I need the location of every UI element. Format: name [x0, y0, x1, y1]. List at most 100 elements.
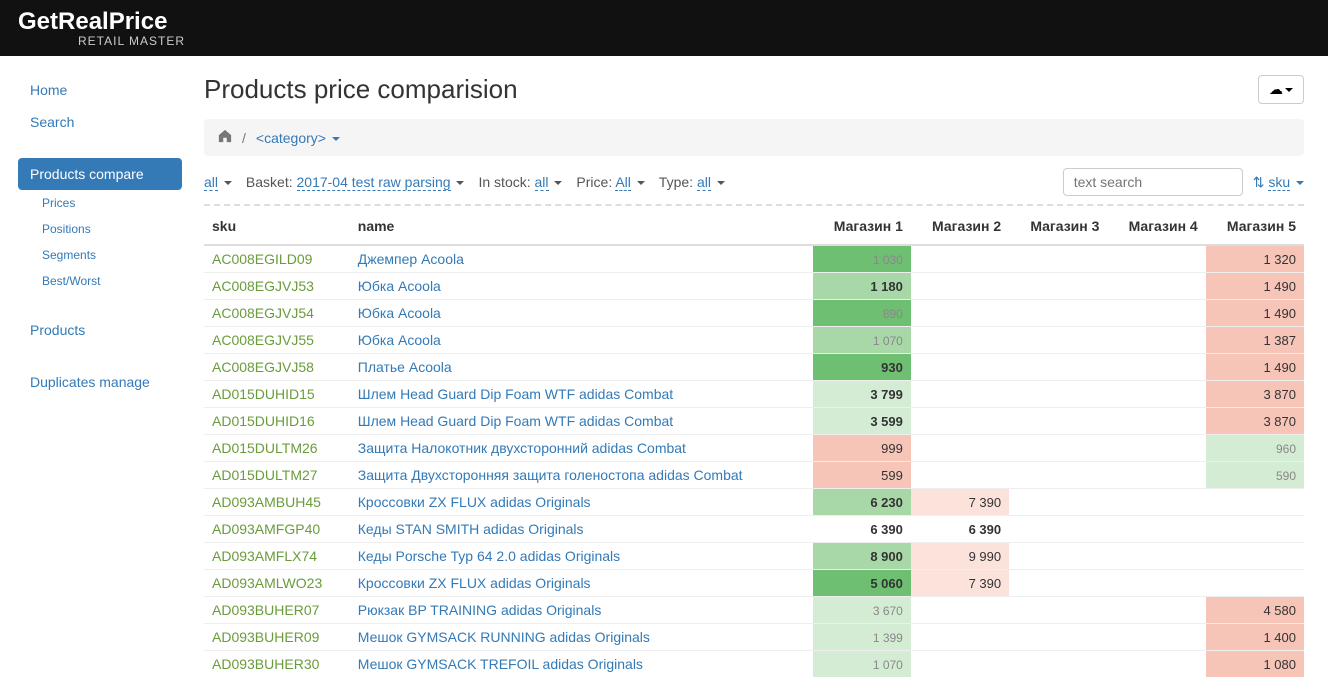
col-shop2[interactable]: Магазин 2: [911, 208, 1009, 245]
cell-price: 1 490: [1206, 354, 1304, 381]
table-row: AD093AMFLX74 Кеды Porsche Typ 64 2.0 adid…: [204, 543, 1304, 570]
cell-price: [911, 273, 1009, 300]
sidebar-item-duplicates[interactable]: Duplicates manage: [18, 366, 182, 398]
cell-price: 3 599: [813, 408, 911, 435]
col-shop5[interactable]: Магазин 5: [1206, 208, 1304, 245]
export-button[interactable]: ☁: [1258, 75, 1304, 104]
product-link[interactable]: Шлем Head Guard Dip Foam WTF adidas Comb…: [358, 386, 673, 402]
product-link[interactable]: Кеды STAN SMITH adidas Originals: [358, 521, 584, 537]
breadcrumb-category[interactable]: <category>: [256, 130, 340, 146]
cell-price: [1009, 462, 1107, 489]
product-link[interactable]: Защита Двухсторонняя защита голеностопа …: [358, 467, 743, 483]
filter-basket[interactable]: Basket: 2017-04 test raw parsing: [246, 174, 465, 190]
cell-name: Кеды Porsche Typ 64 2.0 adidas Originals: [350, 543, 813, 570]
cell-price: [1107, 624, 1205, 651]
filter-price[interactable]: Price: All: [576, 174, 644, 190]
cell-sku: AD093AMFLX74: [204, 543, 350, 570]
cell-price: 6 230: [813, 489, 911, 516]
col-shop4[interactable]: Магазин 4: [1107, 208, 1205, 245]
cell-price: 3 670: [813, 597, 911, 624]
product-link[interactable]: Платье Acoola: [358, 359, 452, 375]
cell-price: 3 870: [1206, 408, 1304, 435]
home-icon[interactable]: [218, 129, 232, 146]
sidebar-item-products[interactable]: Products: [18, 314, 182, 346]
cell-price: 1 400: [1206, 624, 1304, 651]
cell-price: [911, 651, 1009, 678]
cell-price: 1 387: [1206, 327, 1304, 354]
table-row: AC008EGJVJ55Юбка Acoola1 0701 387: [204, 327, 1304, 354]
sort-control[interactable]: ⇅ sku: [1253, 174, 1304, 191]
search-input[interactable]: [1063, 168, 1243, 196]
filter-instock[interactable]: In stock: all: [478, 174, 562, 190]
col-sku[interactable]: sku: [204, 208, 350, 245]
product-link[interactable]: Юбка Acoola: [358, 305, 441, 321]
sidebar-item-home[interactable]: Home: [18, 74, 182, 106]
sidebar-sub-positions[interactable]: Positions: [18, 216, 182, 242]
sidebar-sub-prices[interactable]: Prices: [18, 190, 182, 216]
product-link[interactable]: Шлем Head Guard Dip Foam WTF adidas Comb…: [358, 413, 673, 429]
cell-name: Шлем Head Guard Dip Foam WTF adidas Comb…: [350, 408, 813, 435]
product-link[interactable]: Кроссовки ZX FLUX adidas Originals: [358, 494, 591, 510]
price-table: sku name Магазин 1 Магазин 2 Магазин 3 М…: [204, 208, 1304, 677]
cell-price: [1107, 489, 1205, 516]
product-link[interactable]: Джемпер Acoola: [358, 251, 464, 267]
cell-price: [1009, 273, 1107, 300]
col-name[interactable]: name: [350, 208, 813, 245]
cell-sku: AD015DULTM27: [204, 462, 350, 489]
cell-price: [1009, 435, 1107, 462]
cell-price: 1 070: [813, 651, 911, 678]
cell-price: 7 390: [911, 570, 1009, 597]
col-shop3[interactable]: Магазин 3: [1009, 208, 1107, 245]
cell-price: [1009, 516, 1107, 543]
cell-name: Шлем Head Guard Dip Foam WTF adidas Comb…: [350, 381, 813, 408]
cell-price: 1 070: [813, 327, 911, 354]
cell-price: [911, 327, 1009, 354]
cell-sku: AC008EGILD09: [204, 245, 350, 273]
app-title: GetRealPrice: [18, 8, 1310, 36]
sort-icon: ⇅: [1253, 174, 1265, 190]
table-row: AC008EGJVJ54Юбка Acoola8901 490: [204, 300, 1304, 327]
cell-price: [911, 300, 1009, 327]
table-row: AC008EGILD09Джемпер Acoola1 0301 320: [204, 245, 1304, 273]
cell-sku: AD015DUHID15: [204, 381, 350, 408]
product-link[interactable]: Кеды Porsche Typ 64 2.0 adidas Originals: [358, 548, 620, 564]
product-link[interactable]: Рюкзак BP TRAINING adidas Originals: [358, 602, 602, 618]
cell-price: [1206, 570, 1304, 597]
product-link[interactable]: Юбка Acoola: [358, 332, 441, 348]
filter-all[interactable]: all: [204, 174, 232, 190]
cell-price: 590: [1206, 462, 1304, 489]
sidebar-sub-bestworst[interactable]: Best/Worst: [18, 268, 182, 294]
page-title: Products price comparision: [204, 74, 518, 105]
product-link[interactable]: Защита Налокотник двухсторонний adidas C…: [358, 440, 686, 456]
cell-price: 9 990: [911, 543, 1009, 570]
sidebar-item-products-compare[interactable]: Products compare: [18, 158, 182, 190]
cell-sku: AD093AMBUH45: [204, 489, 350, 516]
filter-type[interactable]: Type: all: [659, 174, 725, 190]
cell-price: 7 390: [911, 489, 1009, 516]
table-row: AD093BUHER07Рюкзак BP TRAINING adidas Or…: [204, 597, 1304, 624]
cell-name: Рюкзак BP TRAINING adidas Originals: [350, 597, 813, 624]
product-link[interactable]: Мешок GYMSACK TREFOIL adidas Originals: [358, 656, 643, 672]
product-link[interactable]: Юбка Acoola: [358, 278, 441, 294]
cell-sku: AD093AMFGP40: [204, 516, 350, 543]
table-row: AD015DUHID15 Шлем Head Guard Dip Foam WTF…: [204, 381, 1304, 408]
cell-name: Юбка Acoola: [350, 327, 813, 354]
product-link[interactable]: Мешок GYMSACK RUNNING adidas Originals: [358, 629, 650, 645]
cell-price: 1 080: [1206, 651, 1304, 678]
cell-price: [1009, 651, 1107, 678]
cell-price: [1009, 570, 1107, 597]
sidebar-item-search[interactable]: Search: [18, 106, 182, 138]
cell-price: 1 490: [1206, 273, 1304, 300]
cell-price: [1107, 300, 1205, 327]
breadcrumb-separator: /: [242, 130, 246, 146]
col-shop1[interactable]: Магазин 1: [813, 208, 911, 245]
cell-price: 1 030: [813, 245, 911, 273]
cell-price: [1107, 245, 1205, 273]
cell-price: 1 490: [1206, 300, 1304, 327]
cell-price: [911, 597, 1009, 624]
cell-price: [1107, 597, 1205, 624]
cell-sku: AD015DULTM26: [204, 435, 350, 462]
product-link[interactable]: Кроссовки ZX FLUX adidas Originals: [358, 575, 591, 591]
cell-name: Кроссовки ZX FLUX adidas Originals: [350, 489, 813, 516]
sidebar-sub-segments[interactable]: Segments: [18, 242, 182, 268]
